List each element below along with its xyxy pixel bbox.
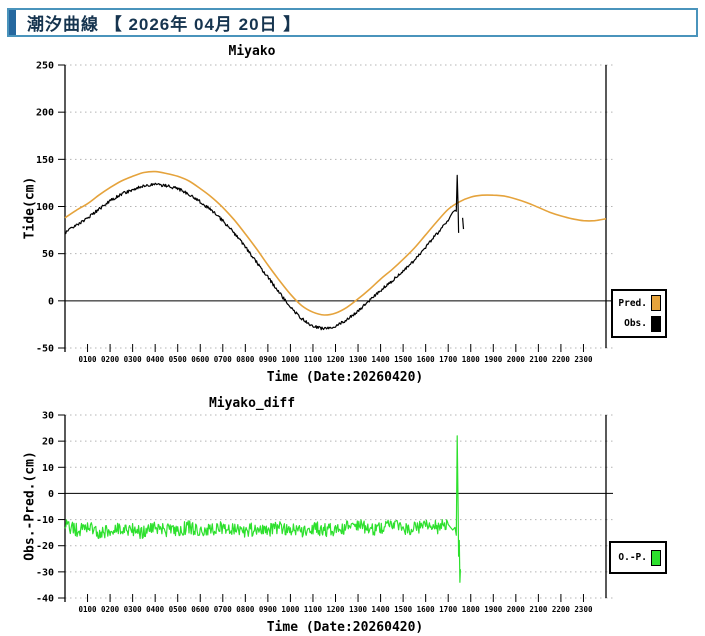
svg-text:0500: 0500: [169, 605, 188, 614]
svg-text:0300: 0300: [124, 355, 143, 364]
svg-text:0200: 0200: [101, 355, 120, 364]
x-axis-title-tide: Time (Date:20260420): [266, 370, 424, 385]
svg-text:0900: 0900: [259, 605, 278, 614]
svg-text:1700: 1700: [439, 355, 458, 364]
svg-text:1600: 1600: [417, 355, 436, 364]
svg-text:250: 250: [36, 61, 54, 72]
svg-text:0800: 0800: [236, 355, 255, 364]
legend-diff-chart: O.-P.: [609, 541, 667, 574]
y-axis-title-tide: Tide(cm): [22, 176, 38, 240]
svg-text:1700: 1700: [439, 605, 458, 614]
svg-text:2100: 2100: [529, 605, 548, 614]
svg-text:1900: 1900: [484, 605, 503, 614]
svg-text:2200: 2200: [552, 355, 571, 364]
legend-label-pred: Pred.: [618, 297, 647, 309]
svg-text:1600: 1600: [417, 605, 436, 614]
svg-text:200: 200: [36, 108, 54, 119]
svg-text:0: 0: [48, 489, 54, 500]
svg-text:1400: 1400: [372, 355, 391, 364]
svg-text:-10: -10: [36, 515, 54, 526]
svg-text:0700: 0700: [214, 355, 233, 364]
legend-label-obs: Obs.: [624, 318, 647, 330]
svg-text:1200: 1200: [326, 605, 345, 614]
svg-text:1300: 1300: [349, 605, 368, 614]
svg-text:0900: 0900: [259, 355, 278, 364]
svg-text:1400: 1400: [372, 605, 391, 614]
svg-text:-30: -30: [36, 567, 54, 578]
svg-text:10: 10: [42, 463, 54, 474]
svg-text:0800: 0800: [236, 605, 255, 614]
y-axis-title-diff: Obs.-Pred.(cm): [22, 451, 38, 561]
svg-text:0300: 0300: [124, 605, 143, 614]
svg-text:0600: 0600: [191, 605, 210, 614]
header-accent-bar: [9, 10, 16, 35]
svg-text:150: 150: [36, 155, 54, 166]
svg-text:30: 30: [42, 411, 54, 422]
svg-text:0400: 0400: [146, 355, 165, 364]
svg-text:0700: 0700: [214, 605, 233, 614]
svg-text:0600: 0600: [191, 355, 210, 364]
legend-item-obs: Obs.: [613, 315, 665, 332]
svg-text:0200: 0200: [101, 605, 120, 614]
svg-text:1300: 1300: [349, 355, 368, 364]
svg-text:1100: 1100: [304, 605, 323, 614]
svg-text:1000: 1000: [281, 355, 300, 364]
svg-text:1100: 1100: [304, 355, 323, 364]
svg-text:0100: 0100: [79, 605, 98, 614]
legend-item-pred: Pred.: [613, 295, 665, 312]
svg-text:2300: 2300: [574, 605, 593, 614]
svg-text:0100: 0100: [79, 355, 98, 364]
svg-text:1500: 1500: [394, 355, 413, 364]
svg-text:1000: 1000: [281, 605, 300, 614]
svg-text:2200: 2200: [552, 605, 571, 614]
svg-text:2300: 2300: [574, 355, 593, 364]
legend-tide-chart: Pred. Obs.: [611, 289, 667, 338]
svg-text:0400: 0400: [146, 605, 165, 614]
svg-text:-50: -50: [36, 344, 54, 355]
svg-text:50: 50: [42, 249, 54, 260]
svg-text:100: 100: [36, 202, 54, 213]
chart-title-diff: Miyako_diff: [208, 396, 296, 411]
svg-text:0: 0: [48, 296, 54, 307]
svg-text:1500: 1500: [394, 605, 413, 614]
obs-minus-pred-color-swatch: [651, 549, 661, 566]
svg-text:1800: 1800: [462, 605, 481, 614]
obs-color-swatch: [651, 315, 661, 332]
svg-text:0500: 0500: [169, 355, 188, 364]
svg-text:-40: -40: [36, 594, 54, 605]
svg-text:-20: -20: [36, 541, 54, 552]
svg-text:1200: 1200: [326, 355, 345, 364]
svg-text:2100: 2100: [529, 355, 548, 364]
svg-text:2000: 2000: [507, 605, 526, 614]
page-title: 潮汐曲線 【 2026年 04月 20日 】: [27, 15, 302, 34]
x-axis-title-diff: Time (Date:20260420): [266, 620, 424, 635]
legend-item-obs-minus-pred: O.-P.: [611, 549, 665, 566]
page-header: 潮汐曲線 【 2026年 04月 20日 】: [7, 8, 698, 37]
svg-text:1800: 1800: [462, 355, 481, 364]
legend-label-obs-minus-pred: O.-P.: [618, 552, 647, 563]
pred-color-swatch: [651, 295, 661, 312]
svg-text:1900: 1900: [484, 355, 503, 364]
chart-title-tide: Miyako: [228, 44, 276, 59]
svg-text:2000: 2000: [507, 355, 526, 364]
svg-text:20: 20: [42, 437, 54, 448]
